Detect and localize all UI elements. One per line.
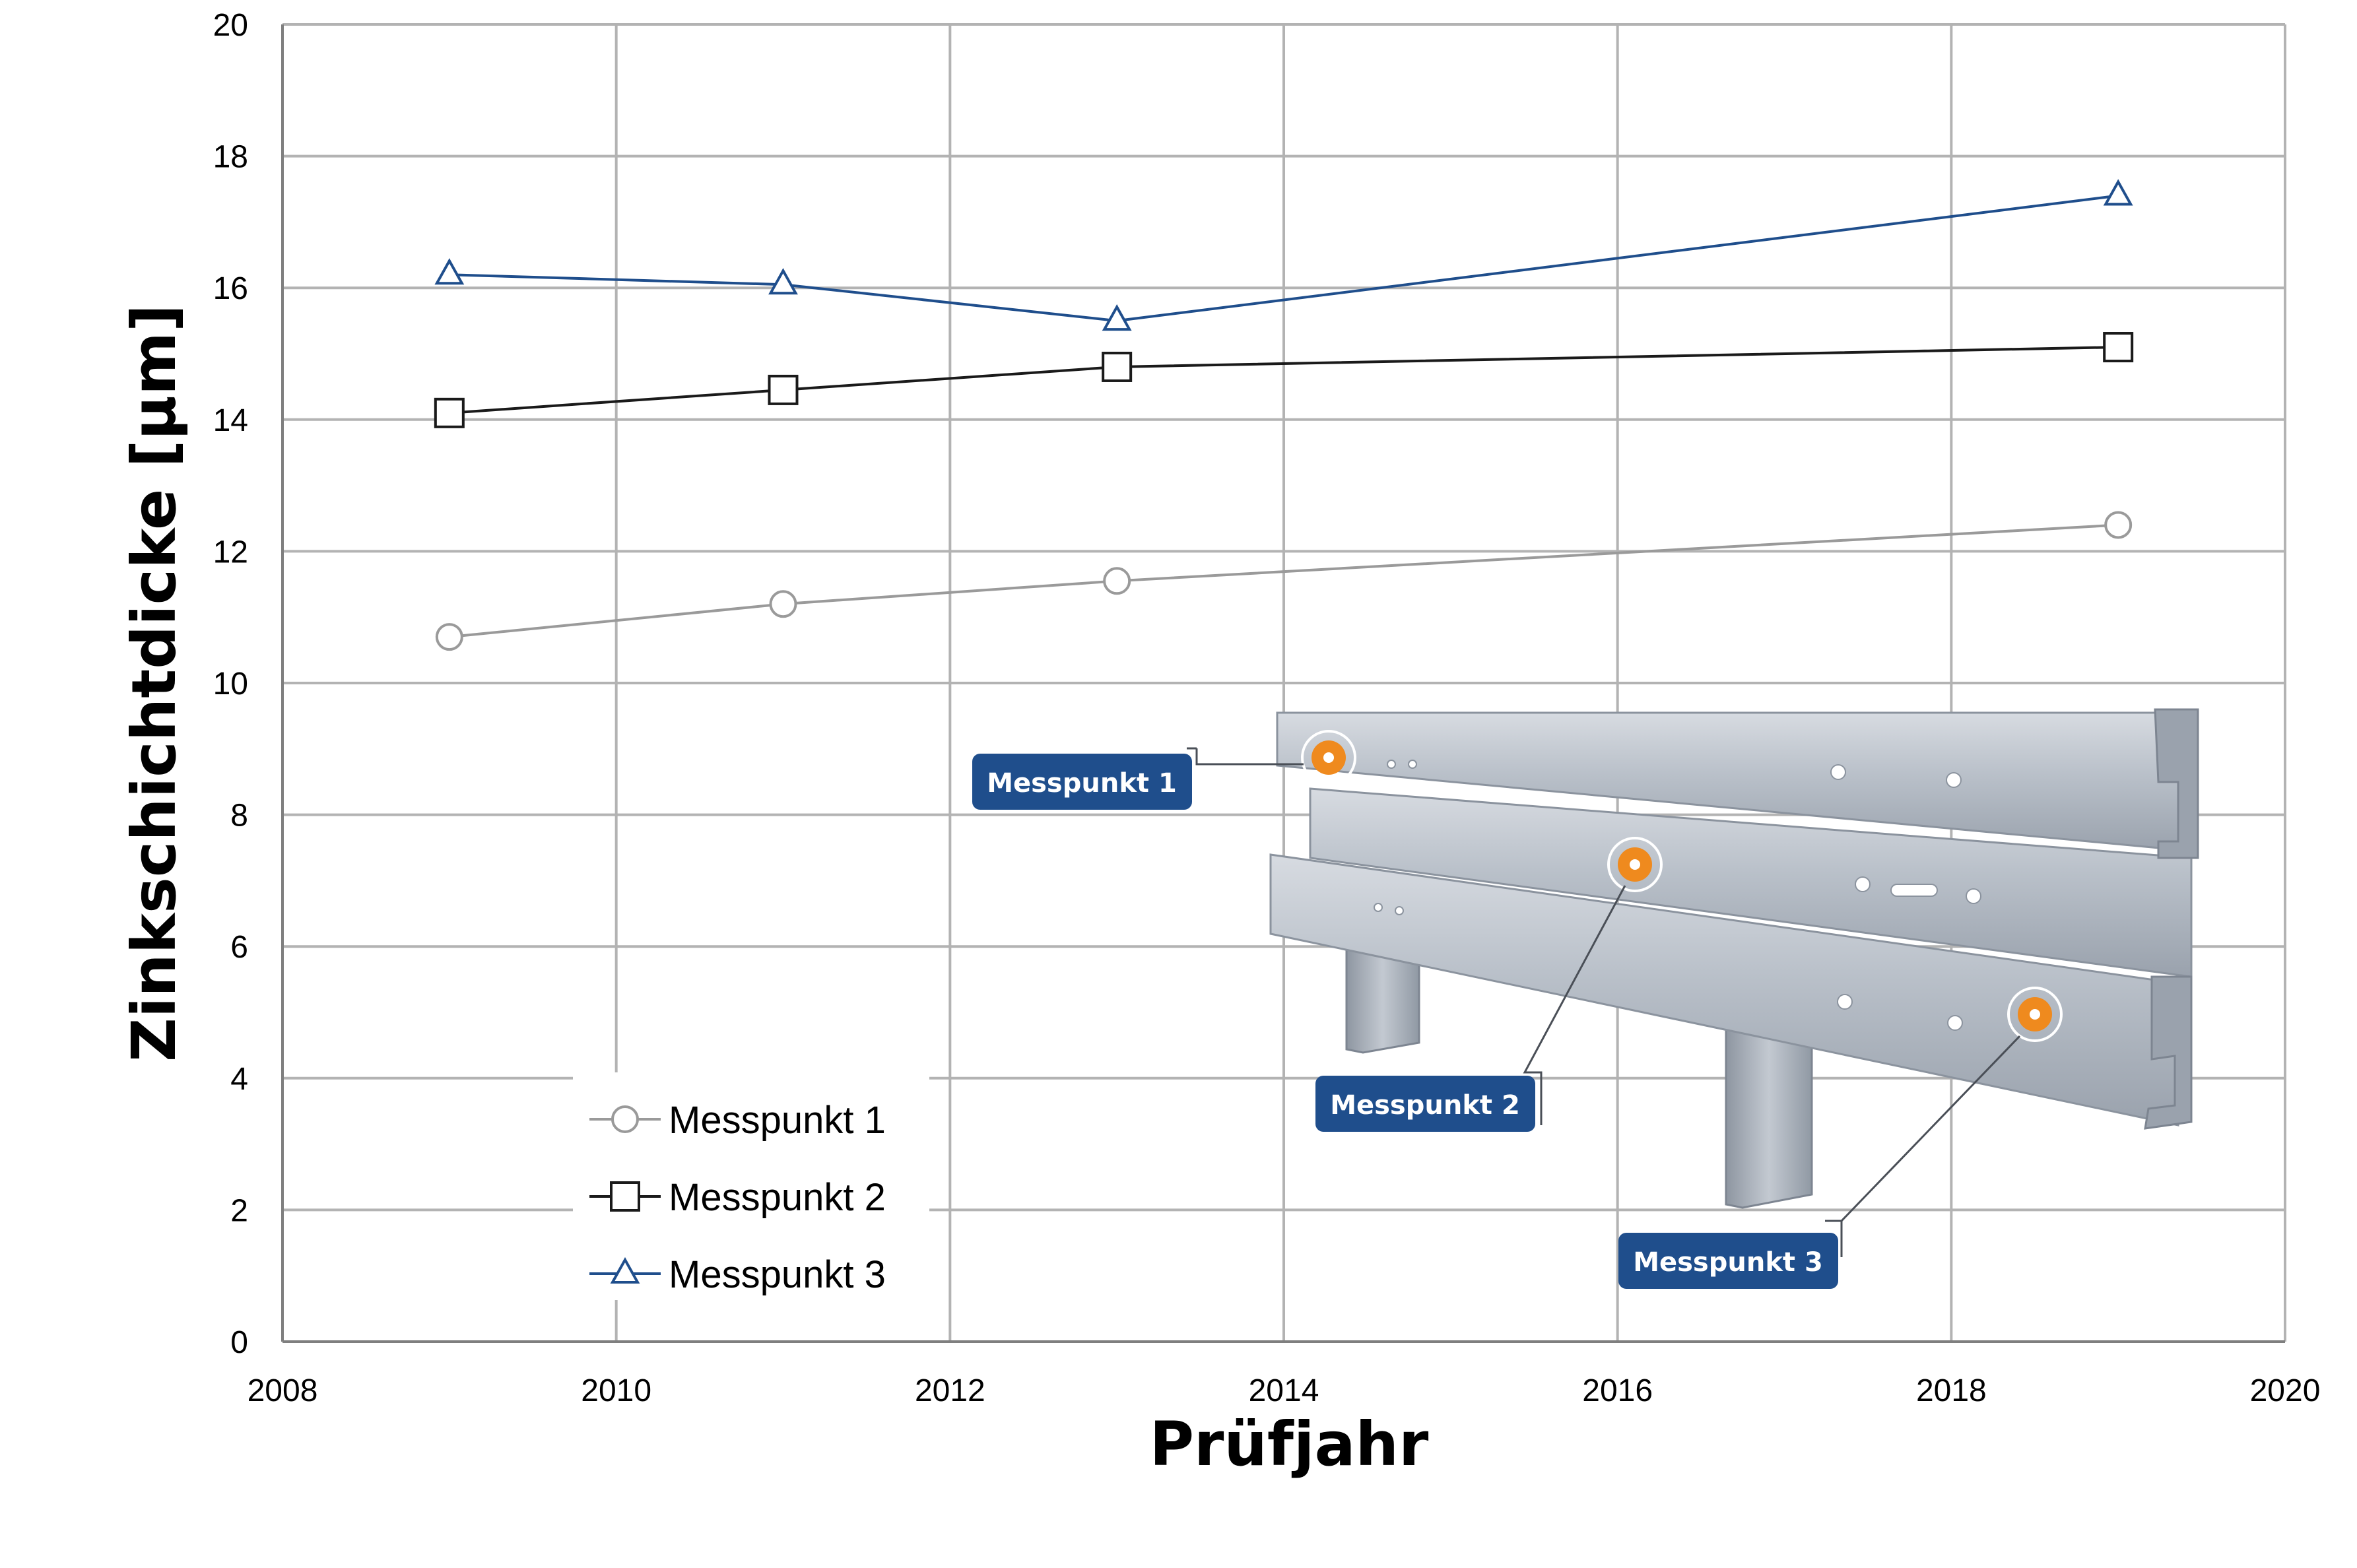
y-tick-label: 12 [213, 535, 248, 570]
series-line [449, 523, 2119, 639]
y-tick-label: 18 [213, 140, 248, 175]
measure-point-2-icon [1607, 837, 1663, 892]
callout-label: Messpunkt 3 [1633, 1247, 1823, 1278]
y-tick-label: 16 [213, 271, 248, 306]
x-tick-label: 2010 [581, 1373, 651, 1408]
callout-label: Messpunkt 2 [1330, 1090, 1520, 1121]
y-tick-labels: 0 2 4 6 8 10 12 14 16 18 20 [213, 8, 248, 1360]
x-tick-labels: 2008 2010 2012 2014 2016 2018 2020 [248, 1373, 2321, 1408]
y-tick-label: 6 [230, 930, 248, 965]
x-tick-label: 2020 [2250, 1373, 2321, 1408]
series-2 [434, 332, 2134, 428]
y-axis-title: Zinkschichtdicke [µm] [119, 304, 189, 1062]
x-tick-label: 2012 [915, 1373, 985, 1408]
data-point [769, 590, 797, 618]
legend-item-2: Messpunkt 2 [589, 1176, 886, 1219]
data-point [768, 268, 798, 295]
data-point [2104, 511, 2133, 539]
data-point [435, 623, 463, 651]
axes [281, 24, 2285, 1343]
data-point [1103, 567, 1131, 595]
data-point [1102, 304, 1132, 331]
legend-item-3: Messpunkt 3 [589, 1253, 886, 1296]
callout-measurepoint-2: Messpunkt 2 [1315, 1076, 1535, 1132]
series-3 [434, 179, 2133, 331]
legend-label: Messpunkt 2 [669, 1176, 886, 1219]
data-point [1102, 351, 1133, 382]
legend-label: Messpunkt 1 [669, 1099, 886, 1142]
x-tick-label: 2018 [1916, 1373, 1987, 1408]
callout-measurepoint-3: Messpunkt 3 [1618, 1233, 1838, 1289]
y-tick-label: 2 [230, 1193, 248, 1228]
y-tick-label: 0 [230, 1325, 248, 1360]
y-tick-label: 4 [230, 1062, 248, 1097]
y-tick-label: 10 [213, 667, 248, 702]
data-point [2103, 179, 2133, 206]
y-tick-label: 20 [213, 8, 248, 43]
measure-point-1-icon [1301, 730, 1356, 785]
post-right [1725, 1028, 1813, 1209]
data-point [434, 397, 465, 428]
callout-leader-lines [1187, 747, 2021, 1257]
x-tick-label: 2014 [1249, 1373, 1319, 1408]
bolt-holes [1374, 760, 1981, 1031]
callout-measurepoint-1: Messpunkt 1 [972, 754, 1192, 810]
x-tick-label: 2016 [1582, 1373, 1653, 1408]
y-tick-label: 14 [213, 403, 248, 438]
series-line [449, 194, 2119, 323]
legend-label: Messpunkt 3 [669, 1253, 886, 1296]
callout-label: Messpunkt 1 [987, 768, 1177, 799]
rail-bottom [1269, 853, 2179, 1127]
y-tick-label: 8 [230, 799, 248, 833]
series-1 [435, 511, 2133, 651]
legend: Messpunkt 1 Messpunkt 2 Messpunkt 3 [573, 1072, 929, 1300]
series-line [449, 346, 2119, 414]
legend-item-1: Messpunkt 1 [589, 1099, 886, 1142]
rail-end-profile-bottom [2144, 975, 2193, 1130]
data-series [434, 179, 2134, 651]
legend-marker [610, 1181, 640, 1212]
x-tick-label: 2008 [248, 1373, 318, 1408]
legend-marker [611, 1105, 639, 1133]
data-point [2103, 332, 2134, 363]
legend-marker [610, 1257, 640, 1284]
data-point [768, 374, 799, 405]
x-axis-title: Prüfjahr [1150, 1409, 1429, 1480]
guardrail-illustration [1187, 708, 2199, 1257]
data-point [434, 258, 465, 285]
measure-point-3-icon [2007, 987, 2063, 1042]
rail-end-profile [2154, 708, 2199, 859]
